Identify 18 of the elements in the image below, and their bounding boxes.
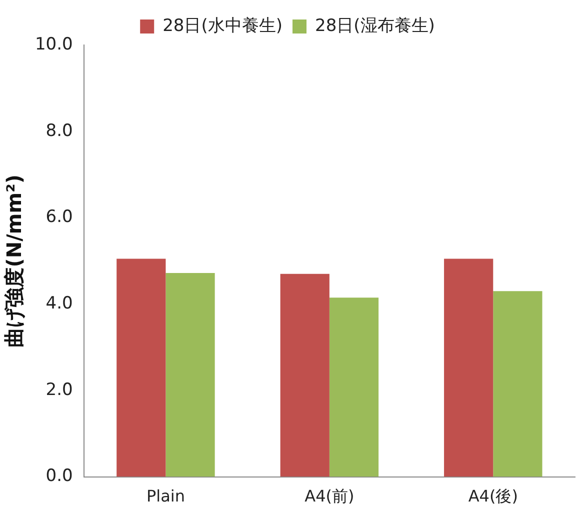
legend-label: 28日(水中養生) [162,16,283,36]
bar [166,272,215,477]
y-tick-label: 2.0 [46,380,73,400]
legend-label: 28日(湿布養生) [315,16,435,36]
bar [493,291,542,477]
y-tick-label: 0.0 [46,466,73,486]
x-tick-label: A4(前) [304,486,354,506]
x-tick-label: Plain [146,486,185,506]
bar [329,298,379,477]
bar [116,258,166,477]
y-tick-label: 10.0 [34,34,73,54]
y-tick-label: 4.0 [46,294,73,314]
y-tick-label: 6.0 [46,207,73,228]
y-axis-title: 曲げ強度(N/mm²) [2,174,26,348]
bar [444,258,494,477]
x-tick-label: A4(後) [468,486,518,506]
y-tick-label: 8.0 [46,120,73,141]
bar [280,274,330,477]
